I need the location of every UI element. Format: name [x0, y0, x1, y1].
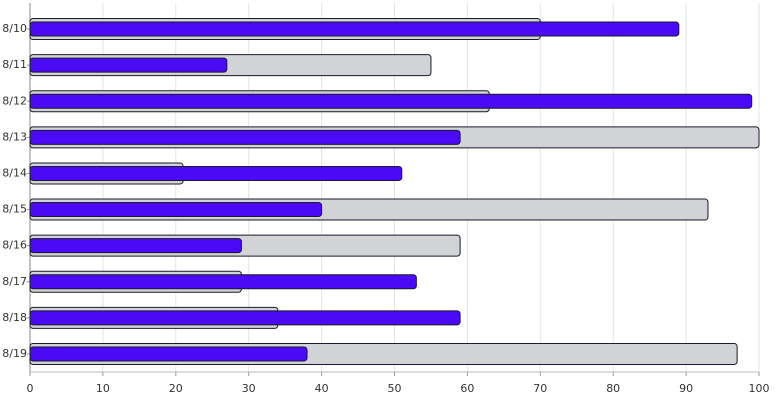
y-tick-label: 8/18	[2, 311, 27, 324]
x-tick-label: 40	[315, 382, 329, 395]
y-tick-label: 8/13	[2, 130, 27, 143]
bar	[29, 165, 403, 181]
y-tick-label: 8/12	[2, 94, 27, 107]
x-tick-label: 70	[533, 382, 547, 395]
y-tick-label: 8/11	[2, 58, 27, 71]
y-tick-label: 8/15	[2, 203, 27, 216]
bar	[29, 346, 308, 362]
y-tick-label: 8/19	[2, 347, 27, 360]
x-tick-label: 100	[749, 382, 770, 395]
bar	[29, 93, 753, 109]
bar	[29, 129, 461, 145]
y-tick-label: 8/14	[2, 166, 27, 179]
y-tick-label: 8/10	[2, 22, 27, 35]
x-tick-label: 90	[679, 382, 693, 395]
x-tick-label: 20	[169, 382, 183, 395]
y-tick-label: 8/16	[2, 239, 27, 252]
x-tick-label: 80	[606, 382, 620, 395]
bar	[29, 274, 417, 290]
bar	[29, 238, 242, 254]
bar	[29, 21, 680, 37]
bar	[29, 202, 323, 218]
x-tick-label: 50	[388, 382, 402, 395]
x-tick-label: 0	[27, 382, 34, 395]
x-tick-label: 60	[460, 382, 474, 395]
x-tick-label: 30	[242, 382, 256, 395]
x-tick-label: 10	[96, 382, 110, 395]
bar	[29, 310, 461, 326]
y-tick-label: 8/17	[2, 275, 27, 288]
bar	[29, 57, 228, 73]
